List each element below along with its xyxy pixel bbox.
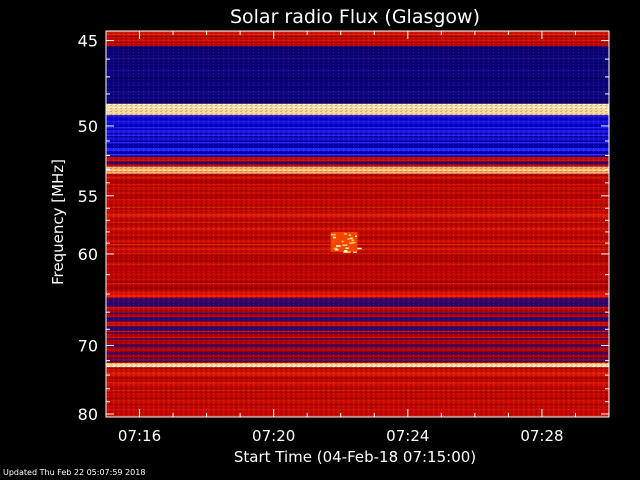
burst-speck bbox=[351, 241, 356, 244]
burst-speck bbox=[343, 233, 347, 235]
axes: 07:16 07:20 07:24 07:28 45 50 55 60 70 80 bbox=[78, 30, 610, 445]
y-tick-label: 80 bbox=[78, 405, 98, 424]
burst-speck bbox=[357, 247, 362, 250]
x-tick-label: 07:28 bbox=[520, 427, 563, 445]
y-tick-label: 45 bbox=[78, 32, 98, 51]
plot-frame bbox=[105, 30, 610, 418]
burst-speck bbox=[345, 247, 349, 249]
y-tick-label: 50 bbox=[78, 117, 98, 136]
burst-speck bbox=[346, 251, 351, 253]
y-tick-label: 55 bbox=[78, 187, 98, 206]
burst-speck bbox=[349, 237, 353, 240]
y-axis-label: Frequency [MHz] bbox=[49, 159, 67, 285]
x-tick-label: 07:20 bbox=[252, 427, 295, 445]
burst-speck bbox=[348, 234, 352, 236]
radio-burst bbox=[330, 231, 362, 253]
x-tick-label: 07:24 bbox=[386, 427, 429, 445]
burst-speck bbox=[342, 244, 348, 246]
updated-timestamp: Updated Thu Feb 22 05:07:59 2018 bbox=[3, 468, 146, 477]
burst-speck bbox=[341, 240, 344, 243]
x-tick-label: 07:16 bbox=[118, 427, 161, 445]
burst-speck bbox=[349, 242, 353, 244]
burst-speck bbox=[347, 238, 350, 240]
burst-speck bbox=[335, 248, 339, 251]
burst-core bbox=[330, 231, 358, 252]
plot-area bbox=[106, 31, 609, 417]
burst-speck bbox=[351, 239, 355, 241]
y-tick-label: 70 bbox=[78, 336, 98, 355]
burst-speck bbox=[344, 250, 348, 252]
burst-speck bbox=[343, 251, 348, 253]
burst-speck bbox=[336, 245, 341, 247]
y-tick-label: 60 bbox=[78, 245, 98, 264]
chart-title: Solar radio Flux (Glasgow) bbox=[230, 6, 480, 28]
burst-speck bbox=[330, 233, 336, 236]
burst-speck bbox=[353, 251, 357, 253]
noise-texture bbox=[106, 31, 609, 417]
x-axis-label: Start Time (04-Feb-18 07:15:00) bbox=[234, 448, 476, 466]
burst-speck bbox=[355, 235, 358, 238]
burst-speck bbox=[333, 236, 337, 239]
burst-speck bbox=[334, 247, 338, 250]
